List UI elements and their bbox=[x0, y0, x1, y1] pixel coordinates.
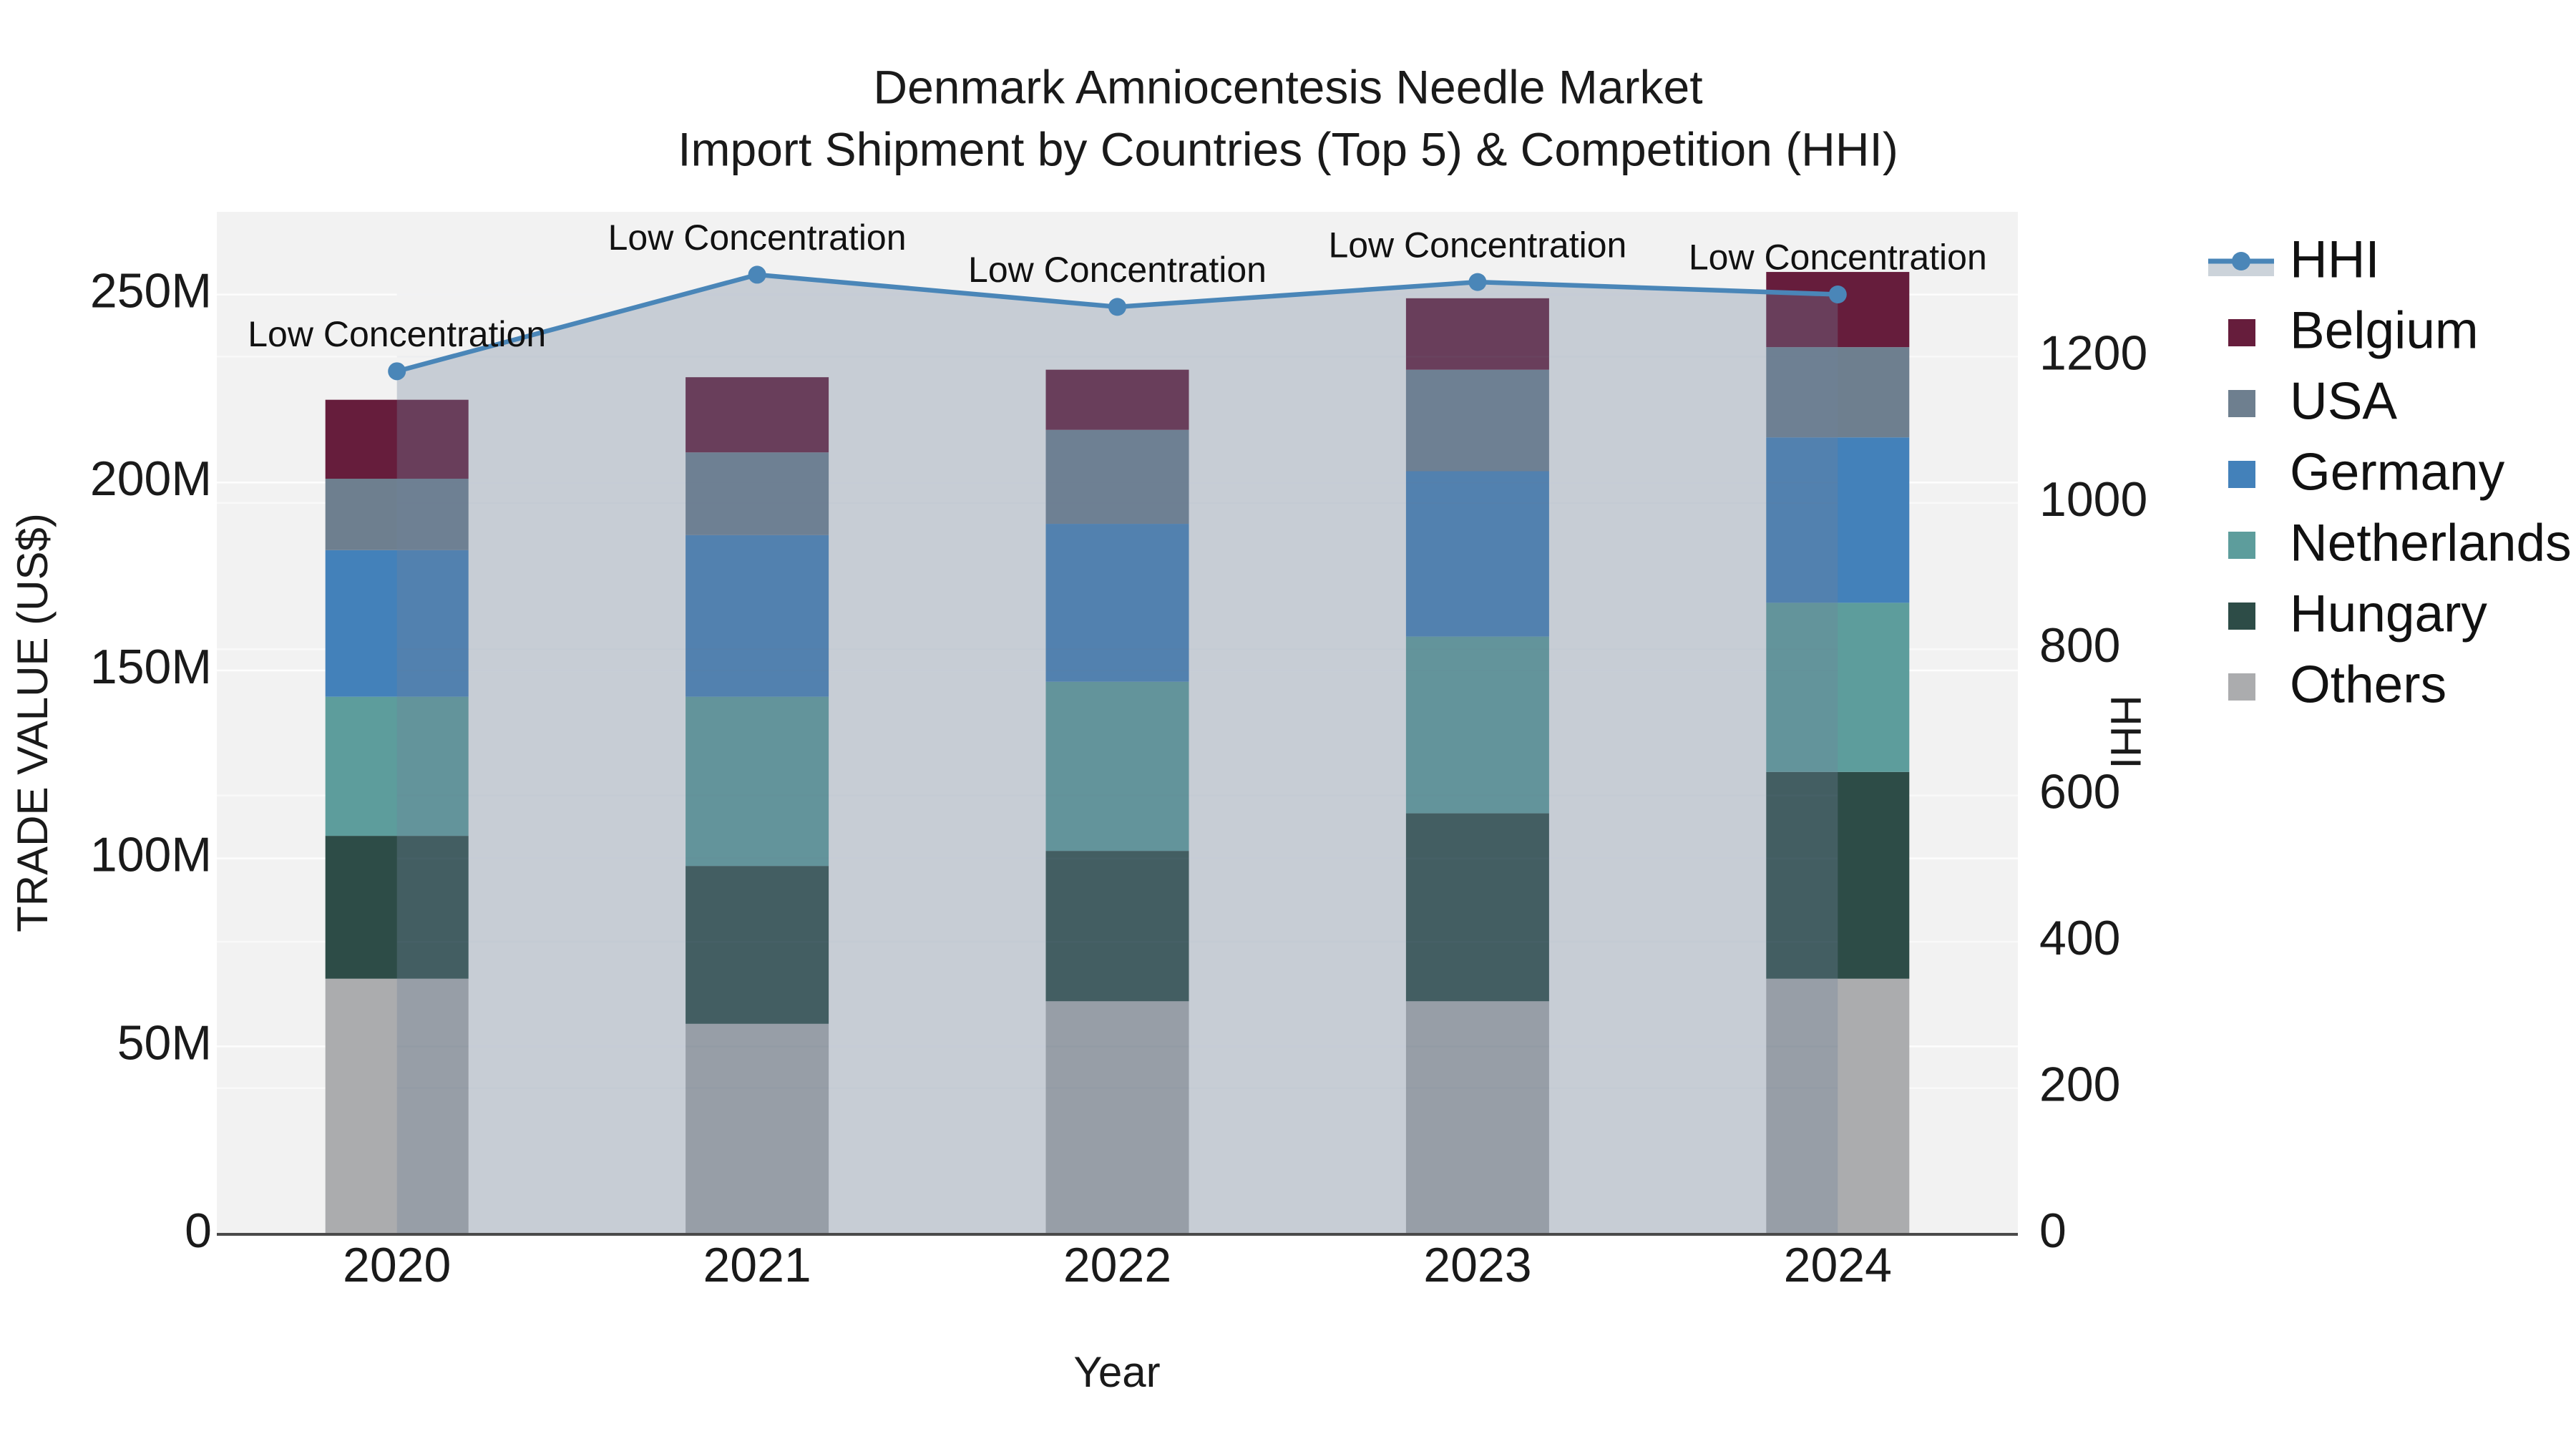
bar-stack-2023 bbox=[1405, 298, 1549, 1234]
bar-segment-hungary-2020[interactable] bbox=[325, 836, 469, 979]
annotations-layer: Low Concentration Low Concentration Low Co… bbox=[248, 218, 1987, 354]
legend-label-hhi: HHI bbox=[2290, 230, 2380, 288]
legend-hhi-marker-sample bbox=[2232, 252, 2250, 270]
legend-swatch-usa bbox=[2228, 390, 2255, 417]
axes-layer: 0 50M 100M 150M 200M 250M 0 200 400 600 800 1000 120… bbox=[90, 264, 2147, 1292]
y-left-tick-label-0: 0 bbox=[185, 1204, 212, 1258]
legend-swatch-belgium bbox=[2228, 319, 2255, 346]
legend-item-germany[interactable]: Germany bbox=[2228, 443, 2505, 501]
chart-title-line1: Denmark Amniocentesis Needle Market bbox=[873, 60, 1702, 113]
hhi-marker-2021[interactable] bbox=[748, 265, 766, 284]
legend-label-netherlands: Netherlands bbox=[2290, 514, 2572, 572]
bar-segment-usa-2024[interactable] bbox=[1766, 347, 1910, 438]
x-axis-title: Year bbox=[1073, 1348, 1160, 1396]
bar-segment-usa-2021[interactable] bbox=[686, 452, 829, 535]
bar-segment-others-2020[interactable] bbox=[325, 978, 469, 1234]
bar-segment-usa-2022[interactable] bbox=[1045, 429, 1189, 525]
bar-segment-hungary-2023[interactable] bbox=[1405, 813, 1549, 1002]
bar-segment-netherlands-2022[interactable] bbox=[1045, 681, 1189, 852]
bar-segment-belgium-2021[interactable] bbox=[686, 377, 829, 453]
bar-segment-belgium-2023[interactable] bbox=[1405, 298, 1549, 370]
bar-segment-germany-2024[interactable] bbox=[1766, 437, 1910, 603]
hhi-area-fill-layer bbox=[396, 274, 1838, 1235]
bar-segment-hungary-2021[interactable] bbox=[686, 866, 829, 1024]
bar-segment-usa-2020[interactable] bbox=[325, 479, 469, 550]
x-tick-label-2023: 2023 bbox=[1423, 1238, 1531, 1292]
bar-segment-germany-2021[interactable] bbox=[686, 535, 829, 697]
legend-swatch-germany bbox=[2228, 461, 2255, 488]
bar-segment-others-2021[interactable] bbox=[686, 1023, 829, 1234]
bar-segment-belgium-2020[interactable] bbox=[325, 399, 469, 479]
bars-layer bbox=[325, 272, 1910, 1234]
y-left-tick-label-50M: 50M bbox=[117, 1015, 212, 1070]
y-right-tick-label-1200: 1200 bbox=[2039, 326, 2147, 380]
bar-segment-germany-2022[interactable] bbox=[1045, 524, 1189, 682]
y-left-tick-label-200M: 200M bbox=[90, 452, 212, 506]
y-right-tick-label-0: 0 bbox=[2039, 1204, 2067, 1258]
legend-label-usa: USA bbox=[2290, 372, 2397, 430]
hhi-marker-2023[interactable] bbox=[1468, 273, 1487, 291]
y-right-tick-label-800: 800 bbox=[2039, 618, 2120, 673]
y-right-tick-label-200: 200 bbox=[2039, 1058, 2120, 1112]
annotation-low-concentration-2024: Low Concentration bbox=[1689, 238, 1987, 278]
legend-label-belgium: Belgium bbox=[2290, 301, 2479, 359]
legend-item-belgium[interactable]: Belgium bbox=[2228, 301, 2479, 359]
bar-segment-usa-2023[interactable] bbox=[1405, 369, 1549, 472]
annotation-low-concentration-2021: Low Concentration bbox=[608, 218, 907, 258]
bar-stack-2020 bbox=[325, 399, 469, 1234]
bar-segment-netherlands-2020[interactable] bbox=[325, 696, 469, 836]
x-tick-label-2021: 2021 bbox=[703, 1238, 811, 1292]
annotation-low-concentration-2023: Low Concentration bbox=[1328, 225, 1626, 265]
hhi-area-fill bbox=[396, 274, 1838, 1235]
legend-swatch-others bbox=[2228, 673, 2255, 701]
legend-item-hungary[interactable]: Hungary bbox=[2228, 585, 2487, 643]
y-right-tick-label-1000: 1000 bbox=[2039, 472, 2147, 527]
legend-label-germany: Germany bbox=[2290, 443, 2505, 501]
y-right-tick-label-400: 400 bbox=[2039, 911, 2120, 965]
chart-title-line2: Import Shipment by Countries (Top 5) & C… bbox=[678, 122, 1898, 175]
bar-segment-others-2023[interactable] bbox=[1405, 1001, 1549, 1234]
y-right-tick-label-600: 600 bbox=[2039, 765, 2120, 819]
legend-item-netherlands[interactable]: Netherlands bbox=[2228, 514, 2572, 572]
legend-label-others: Others bbox=[2290, 655, 2446, 713]
annotation-low-concentration-2022: Low Concentration bbox=[968, 250, 1267, 290]
bar-segment-others-2024[interactable] bbox=[1766, 978, 1910, 1234]
y-left-tick-label-150M: 150M bbox=[90, 640, 212, 694]
legend-label-hungary: Hungary bbox=[2290, 585, 2487, 643]
bar-segment-belgium-2024[interactable] bbox=[1766, 272, 1910, 348]
bar-segment-germany-2020[interactable] bbox=[325, 550, 469, 697]
y-left-tick-label-100M: 100M bbox=[90, 828, 212, 882]
hhi-marker-2024[interactable] bbox=[1828, 286, 1847, 304]
bar-segment-netherlands-2023[interactable] bbox=[1405, 636, 1549, 814]
bar-segment-netherlands-2024[interactable] bbox=[1766, 602, 1910, 772]
x-tick-label-2022: 2022 bbox=[1063, 1238, 1171, 1292]
x-tick-label-2020: 2020 bbox=[343, 1238, 451, 1292]
bar-segment-hungary-2024[interactable] bbox=[1766, 771, 1910, 979]
bar-stack-2024 bbox=[1766, 272, 1910, 1234]
bar-stack-2021 bbox=[686, 377, 829, 1234]
x-tick-label-2024: 2024 bbox=[1784, 1238, 1892, 1292]
legend-swatch-netherlands bbox=[2228, 532, 2255, 559]
bar-segment-hungary-2022[interactable] bbox=[1045, 851, 1189, 1002]
bar-segment-belgium-2022[interactable] bbox=[1045, 369, 1189, 430]
legend-swatch-hungary bbox=[2228, 602, 2255, 630]
hhi-marker-2020[interactable] bbox=[388, 362, 406, 381]
y-right-axis-title: HHI bbox=[2102, 695, 2150, 769]
bar-segment-netherlands-2021[interactable] bbox=[686, 696, 829, 867]
hhi-line-layer bbox=[388, 265, 1847, 381]
gridlines-over-fill-layer bbox=[396, 293, 1838, 1089]
bar-segment-others-2022[interactable] bbox=[1045, 1001, 1189, 1234]
bar-segment-germany-2023[interactable] bbox=[1405, 471, 1549, 637]
legend-item-hhi[interactable]: HHI bbox=[2208, 230, 2380, 288]
y-left-tick-label-250M: 250M bbox=[90, 264, 212, 318]
annotation-low-concentration-2020: Low Concentration bbox=[248, 314, 546, 354]
legend-item-usa[interactable]: USA bbox=[2228, 372, 2397, 430]
hhi-marker-2022[interactable] bbox=[1108, 298, 1126, 316]
legend-item-others[interactable]: Others bbox=[2228, 655, 2446, 713]
y-left-axis-title: TRADE VALUE (US$) bbox=[9, 513, 57, 932]
bar-stack-2022 bbox=[1045, 369, 1189, 1234]
legend: HHI Belgium USA Germany Netherlands Hungary Ot… bbox=[2208, 230, 2572, 713]
